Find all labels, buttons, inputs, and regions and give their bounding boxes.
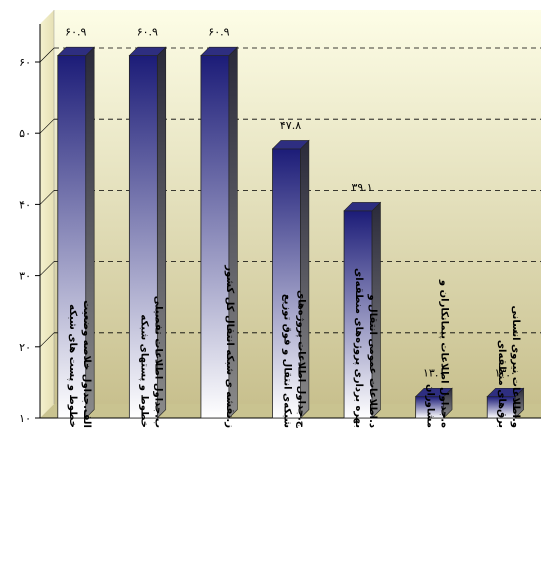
- gridline-side: [39, 332, 55, 348]
- category-label-line: برق‌های منطقه‌ای: [496, 340, 507, 428]
- category-label: ز.نقشه ی شبکه انتقال کل کشور: [224, 264, 235, 428]
- bar-2: [128, 46, 167, 419]
- category-label: ج.جداول اطلاعات پروژه‌هایشبکه‌ی انتقال و…: [282, 290, 307, 429]
- bar-1: [57, 46, 95, 419]
- bar-front: [128, 55, 158, 419]
- category-label-line: و.اطلاعات نیروی انسانی: [510, 306, 521, 428]
- gridline-side: [39, 190, 55, 205]
- y-tick-label: ۳۰: [19, 270, 31, 283]
- category-label-line: خطوط و پستهای شبکه: [138, 314, 149, 428]
- category-label-line: خطوط و پست های شبکه: [67, 304, 78, 428]
- data-label: ۶۰.۹: [65, 26, 86, 39]
- category-label: د.اطلاعات عمومی انتقال وبهره برداری پروژ…: [353, 268, 378, 428]
- bar-top: [128, 46, 167, 56]
- category-label-line: بهره برداری پروژه‌های منطقه‌ای: [353, 268, 364, 428]
- gridline-side: [39, 118, 55, 134]
- data-label: ۱۳.۰: [495, 367, 516, 380]
- y-tick-label: ۲۰: [19, 341, 31, 354]
- data-label: ۱۳.۰: [423, 367, 444, 380]
- y-tick-label: ۱۰: [19, 412, 31, 425]
- category-label: ب.جداول اطلاعات تفصیلیخطوط و پستهای شبکه: [138, 296, 163, 428]
- category-label: الف.جداول خلاصه وضعیتخطوط و پست های شبکه: [67, 300, 92, 428]
- category-label: ه.جداول اطلاعات پیمانکاران ومشاوران: [425, 279, 450, 428]
- data-label: ۴۷.۸: [280, 119, 301, 132]
- bar-top: [200, 46, 239, 56]
- category-label-line: ز.نقشه ی شبکه انتقال کل کشور: [224, 264, 235, 428]
- bar-front: [343, 210, 373, 419]
- data-label: ۶۰.۹: [208, 26, 229, 39]
- category-label-line: ب.جداول اطلاعات تفصیلی: [152, 296, 163, 428]
- category-label-line: ه.جداول اطلاعات پیمانکاران و: [439, 279, 450, 428]
- bar-4: [271, 139, 310, 419]
- bar-6: [414, 387, 453, 419]
- bar-top: [57, 46, 95, 56]
- bar-front: [57, 55, 87, 419]
- bar-top: [414, 387, 453, 397]
- category-label: و.اطلاعات نیروی انسانیبرق‌های منطقه‌ای: [496, 306, 521, 428]
- bar-top: [343, 202, 382, 212]
- bar-7: [486, 387, 525, 419]
- category-label-line: ج.جداول اطلاعات پروژه‌های: [296, 290, 307, 429]
- side-wall: [40, 10, 54, 418]
- category-label-line: الف.جداول خلاصه وضعیت: [81, 300, 92, 428]
- y-tick-label: ۶۰: [19, 56, 31, 69]
- bar-5: [343, 201, 382, 419]
- bar-top: [486, 387, 525, 397]
- y-tick-label: ۵۰: [19, 127, 31, 140]
- gridline-side: [39, 261, 55, 276]
- category-label-line: د.اطلاعات عمومی انتقال و: [367, 293, 378, 428]
- bar-3: [200, 46, 239, 419]
- gridline-side: [39, 47, 55, 63]
- category-label-line: مشاوران: [425, 384, 436, 428]
- bar-top: [271, 140, 310, 150]
- data-label: ۶۰.۹: [137, 26, 158, 39]
- data-label: ۳۹.۱: [351, 181, 372, 194]
- category-label-line: شبکه‌ی انتقال و فوق توزیع: [282, 294, 293, 428]
- y-tick-label: ۴۰: [19, 198, 31, 211]
